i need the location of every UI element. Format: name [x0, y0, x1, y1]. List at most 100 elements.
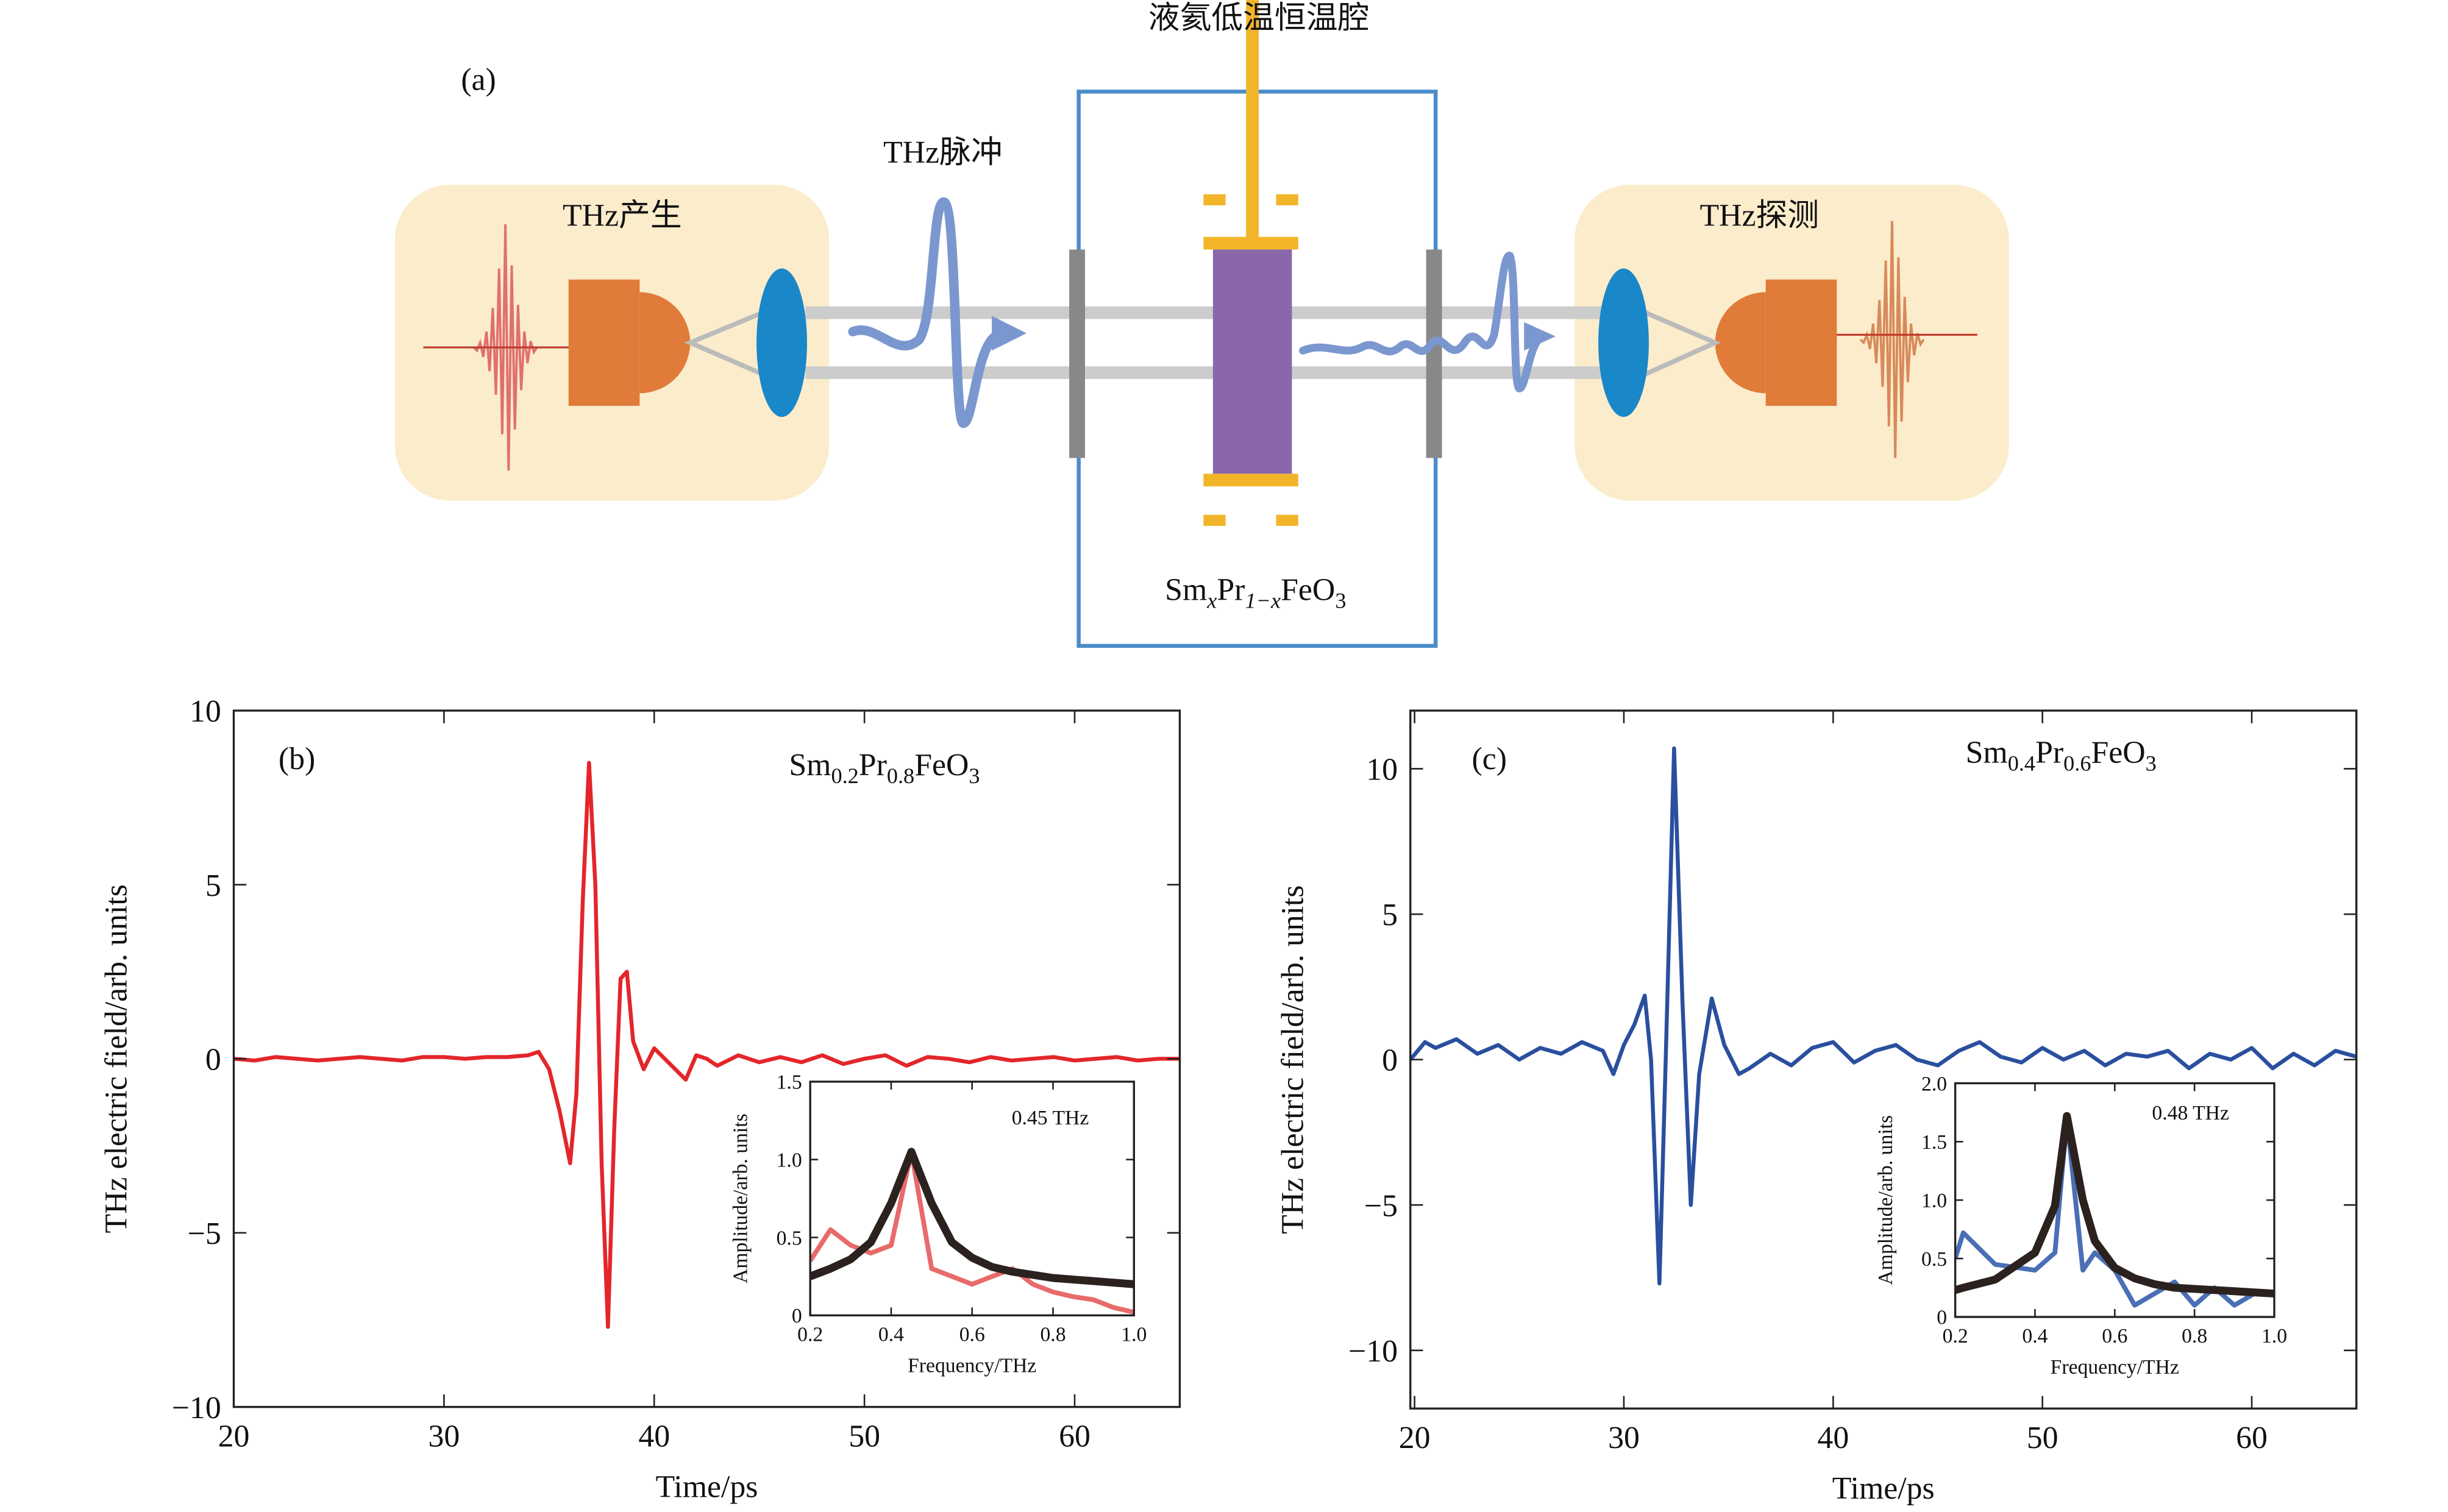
x-tick-label: 60 [1059, 1419, 1091, 1453]
lens [756, 268, 807, 417]
clamp [1203, 194, 1226, 205]
clamp [1276, 194, 1298, 205]
x-axis-label: Time/ps [1832, 1471, 1935, 1506]
chart: 0.2 0.4 0.6 0.8 1.0 0 0.5 1.0 1.5 Frequency/THz Am… [730, 1071, 1147, 1377]
y-tick-label: 0.5 [1921, 1248, 1947, 1271]
x-tick-label: 0.6 [959, 1323, 985, 1346]
cone [684, 305, 775, 382]
text-part: Sm [1966, 736, 2008, 770]
annotation: Sm0.4Pr0.6FeO3 [1966, 736, 2157, 776]
x-tick-label: 0.8 [2182, 1325, 2207, 1347]
y-tick-label: −5 [188, 1216, 221, 1251]
source-label: THz产生 [563, 199, 682, 233]
subscript: 0.6 [2063, 751, 2091, 775]
x-tick-label: 1.0 [1121, 1323, 1147, 1346]
y-tick-label: 2.0 [1921, 1073, 1947, 1095]
subscript: 1−x [1245, 589, 1281, 613]
pulse-label: THz脉冲 [883, 135, 1003, 170]
x-tick-label: 50 [849, 1419, 880, 1453]
clamp [1203, 514, 1226, 526]
y-tick-label: 5 [1382, 898, 1398, 932]
y-tick-label: 1.0 [1921, 1190, 1947, 1212]
receiver [1765, 279, 1837, 406]
pulse-arrow [992, 316, 1027, 351]
y-tick-label: 0.5 [777, 1227, 802, 1249]
subscript: 0.2 [831, 764, 858, 788]
y-tick-label: 1.5 [1921, 1131, 1947, 1154]
x-axis-label: Frequency/THz [2051, 1356, 2179, 1379]
series-line [1410, 746, 2357, 1286]
text-part: Pr [2035, 736, 2063, 770]
x-tick-label: 20 [218, 1419, 250, 1453]
sample-label: SmxPr1−xFeO3 [1165, 573, 1346, 613]
x-tick-label: 0.4 [878, 1323, 904, 1346]
window [1426, 249, 1442, 458]
y-tick-label: −10 [172, 1391, 221, 1425]
series-line [810, 1148, 1134, 1288]
lens [1598, 268, 1649, 417]
subscript: 3 [1335, 589, 1346, 613]
text-part: FeO [1281, 573, 1335, 608]
plot-area [1955, 1083, 2274, 1317]
y-tick-label: 1.0 [777, 1149, 802, 1171]
emitter [568, 279, 640, 406]
window [1069, 249, 1085, 458]
y-tick-label: 0 [1382, 1043, 1398, 1078]
y-tick-label: 0 [792, 1305, 802, 1327]
annotation: Sm0.2Pr0.8FeO3 [789, 748, 980, 788]
transmitted-pulse [1299, 252, 1544, 392]
x-tick-label: 30 [1608, 1421, 1640, 1455]
pulse-arrow [1524, 322, 1556, 351]
cone [1634, 305, 1721, 382]
x-tick-label: 0.2 [1943, 1325, 1968, 1347]
text-part: Pr [859, 748, 887, 783]
series-line [233, 761, 1180, 1329]
sample [1212, 249, 1292, 474]
x-tick-label: 20 [1399, 1421, 1431, 1455]
y-tick-label: 10 [1366, 753, 1398, 787]
panel-label: (c) [1472, 742, 1507, 776]
y-axis-label: THz electric field/arb. units [99, 884, 133, 1233]
holder [1203, 236, 1298, 250]
chart: 0.2 0.4 0.6 0.8 1.0 0 0.5 1.0 1.5 2.0 Frequency/TH… [1874, 1073, 2287, 1379]
x-tick-label: 0.2 [797, 1323, 823, 1346]
subscript: x [1206, 589, 1217, 613]
y-tick-label: 1.5 [777, 1071, 802, 1094]
probe-pulse [1859, 221, 1925, 458]
thz-pulse [848, 197, 1016, 428]
text-part: FeO [914, 748, 969, 783]
y-axis-label: Amplitude/arb. units [730, 1113, 752, 1283]
annotation: 0.48 THz [2152, 1102, 2229, 1124]
x-tick-label: 0.4 [2022, 1325, 2048, 1347]
y-tick-label: 10 [190, 694, 221, 729]
y-axis-label: THz electric field/arb. units [1276, 885, 1311, 1233]
setup-diagram: (a) 液氦低温恒温腔 THz脉冲 THz产生 THz探测 SmxPr1−xFe… [394, 0, 2009, 648]
y-tick-label: 0 [1937, 1307, 1947, 1329]
rod [1246, 0, 1259, 240]
y-axis-label: Amplitude/arb. units [1874, 1115, 1897, 1285]
x-tick-label: 40 [1817, 1421, 1849, 1455]
receiver-lens [1715, 292, 1766, 394]
annotation: 0.45 THz [1012, 1107, 1089, 1129]
series-line [1955, 1112, 2274, 1298]
x-axis-label: Time/ps [655, 1469, 758, 1504]
text-part: Sm [1165, 573, 1207, 608]
x-tick-label: 30 [428, 1419, 460, 1453]
x-axis-label: Frequency/THz [908, 1355, 1036, 1377]
clamp [1276, 514, 1298, 526]
subscript: 3 [2146, 751, 2157, 775]
y-tick-label: −10 [1348, 1334, 1398, 1369]
y-tick-label: −5 [1364, 1188, 1398, 1223]
detector-label: THz探测 [1700, 199, 1820, 233]
x-tick-label: 0.6 [2102, 1325, 2127, 1347]
y-tick-label: 0 [205, 1042, 221, 1077]
x-tick-label: 0.8 [1040, 1323, 1066, 1346]
subscript: 0.4 [2008, 751, 2035, 775]
subscript: 0.8 [887, 764, 914, 788]
cryostat-label: 液氦低温恒温腔 [1148, 1, 1370, 36]
y-tick-label: 5 [205, 868, 221, 903]
panel-label: (a) [461, 63, 496, 98]
